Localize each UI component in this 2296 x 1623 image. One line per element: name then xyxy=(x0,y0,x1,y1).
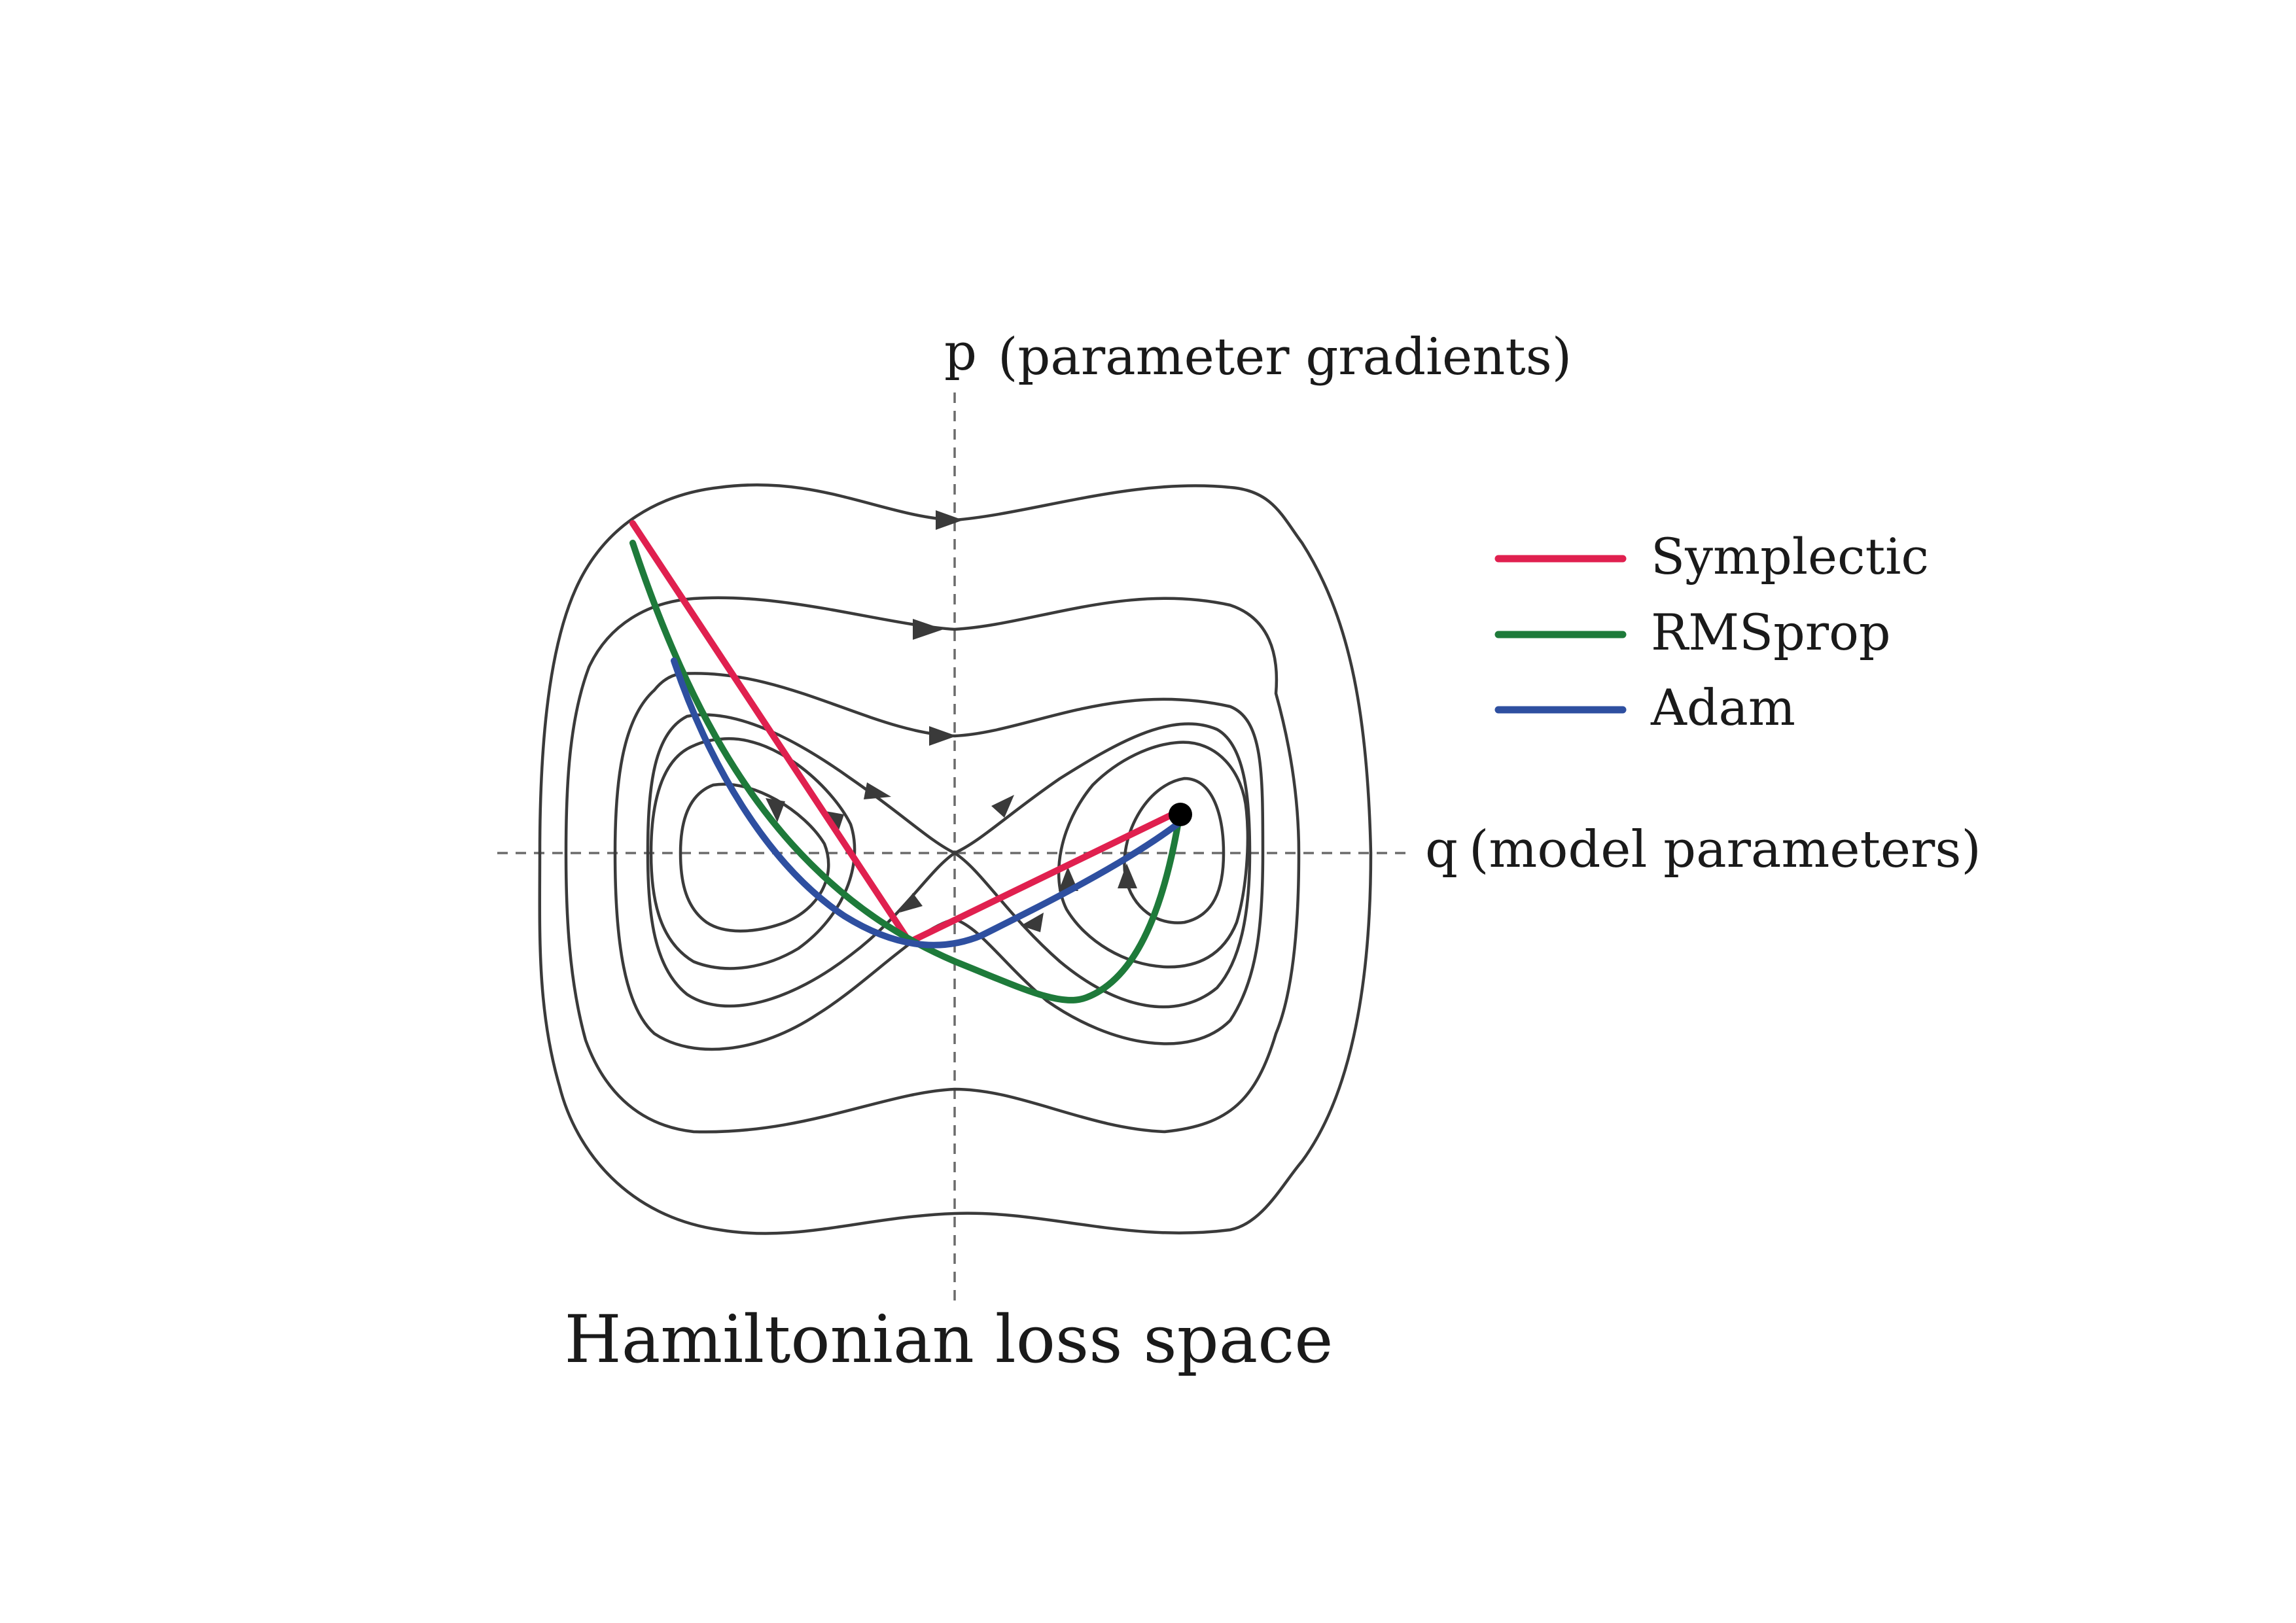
contour-left-inner-1 xyxy=(649,737,857,970)
p-axis-description: (parameter gradients) xyxy=(998,328,1572,387)
adam-trajectory xyxy=(671,657,1182,949)
arrow-sep-lower-right xyxy=(1021,913,1044,932)
legend-label-symplectic: Symplectic xyxy=(1651,527,1929,585)
contour-outer-1 xyxy=(538,483,1373,1235)
contour-lines xyxy=(538,483,1373,1235)
arrow-left-island-1 xyxy=(766,798,785,822)
legend-label-rmsprop: RMSprop xyxy=(1651,603,1891,661)
arrow-top-1 xyxy=(936,510,963,530)
arrow-right-island-2 xyxy=(1118,864,1137,888)
legend-label-adam: Adam xyxy=(1650,678,1795,737)
arrow-top-2 xyxy=(913,619,944,640)
contour-outer-2 xyxy=(564,596,1301,1134)
arrow-sep-lower-left xyxy=(900,893,923,913)
legend: Symplectic RMSprop Adam xyxy=(1494,527,1929,737)
p-axis-letter: p xyxy=(944,323,977,382)
contour-mid-2 xyxy=(646,713,1252,1009)
contour-left-inner-2 xyxy=(679,782,830,933)
arrow-sep-right-up xyxy=(991,795,1014,818)
optimum-endpoint xyxy=(1169,803,1192,826)
contour-mid-1 xyxy=(613,672,1265,1051)
contour-right-inner-2 xyxy=(1123,777,1226,924)
contour-right-inner-1 xyxy=(1057,741,1250,969)
rmsprop-trajectory xyxy=(629,540,1182,1003)
arrow-top-3 xyxy=(929,726,957,746)
trajectories xyxy=(629,520,1182,1003)
q-axis-description: (model parameters) xyxy=(1469,820,1981,879)
flow-arrows xyxy=(766,510,1137,932)
diagram-caption: Hamiltonian loss space xyxy=(565,1301,1333,1378)
arrow-sep-left xyxy=(864,782,891,799)
q-axis-letter: q xyxy=(1425,820,1458,879)
